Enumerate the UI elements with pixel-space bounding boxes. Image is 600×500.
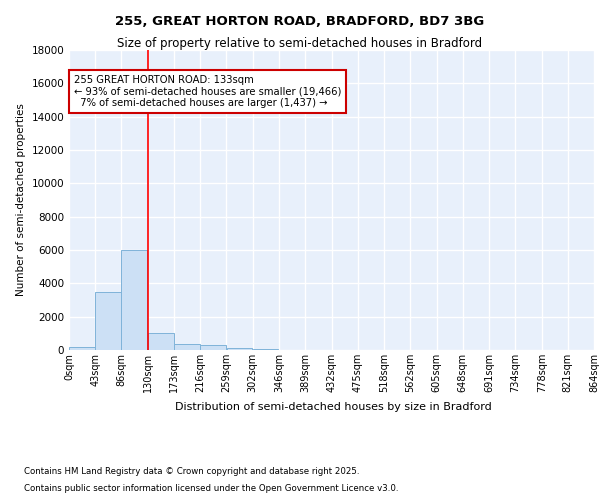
- Bar: [121, 250, 147, 350]
- Bar: [95, 292, 121, 350]
- Bar: [227, 348, 253, 350]
- Text: Size of property relative to semi-detached houses in Bradford: Size of property relative to semi-detach…: [118, 38, 482, 51]
- Bar: [253, 348, 278, 350]
- Bar: [200, 346, 226, 350]
- Bar: [148, 334, 174, 350]
- Bar: [69, 346, 95, 350]
- Text: Contains HM Land Registry data © Crown copyright and database right 2025.: Contains HM Land Registry data © Crown c…: [24, 468, 359, 476]
- Text: Distribution of semi-detached houses by size in Bradford: Distribution of semi-detached houses by …: [175, 402, 491, 412]
- Y-axis label: Number of semi-detached properties: Number of semi-detached properties: [16, 104, 26, 296]
- Text: Contains public sector information licensed under the Open Government Licence v3: Contains public sector information licen…: [24, 484, 398, 493]
- Text: 255 GREAT HORTON ROAD: 133sqm
← 93% of semi-detached houses are smaller (19,466): 255 GREAT HORTON ROAD: 133sqm ← 93% of s…: [74, 75, 341, 108]
- Bar: [174, 344, 200, 350]
- Text: 255, GREAT HORTON ROAD, BRADFORD, BD7 3BG: 255, GREAT HORTON ROAD, BRADFORD, BD7 3B…: [115, 15, 485, 28]
